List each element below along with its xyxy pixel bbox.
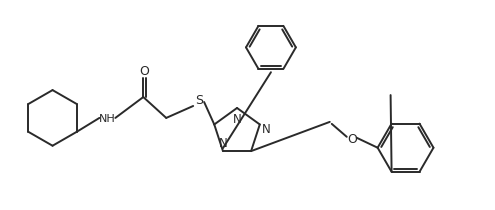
Text: NH: NH [99,114,116,124]
Text: O: O [140,65,149,78]
Text: S: S [195,93,203,106]
Text: N: N [219,137,227,150]
Text: N: N [233,113,242,126]
Text: O: O [347,133,356,146]
Text: N: N [262,123,271,136]
